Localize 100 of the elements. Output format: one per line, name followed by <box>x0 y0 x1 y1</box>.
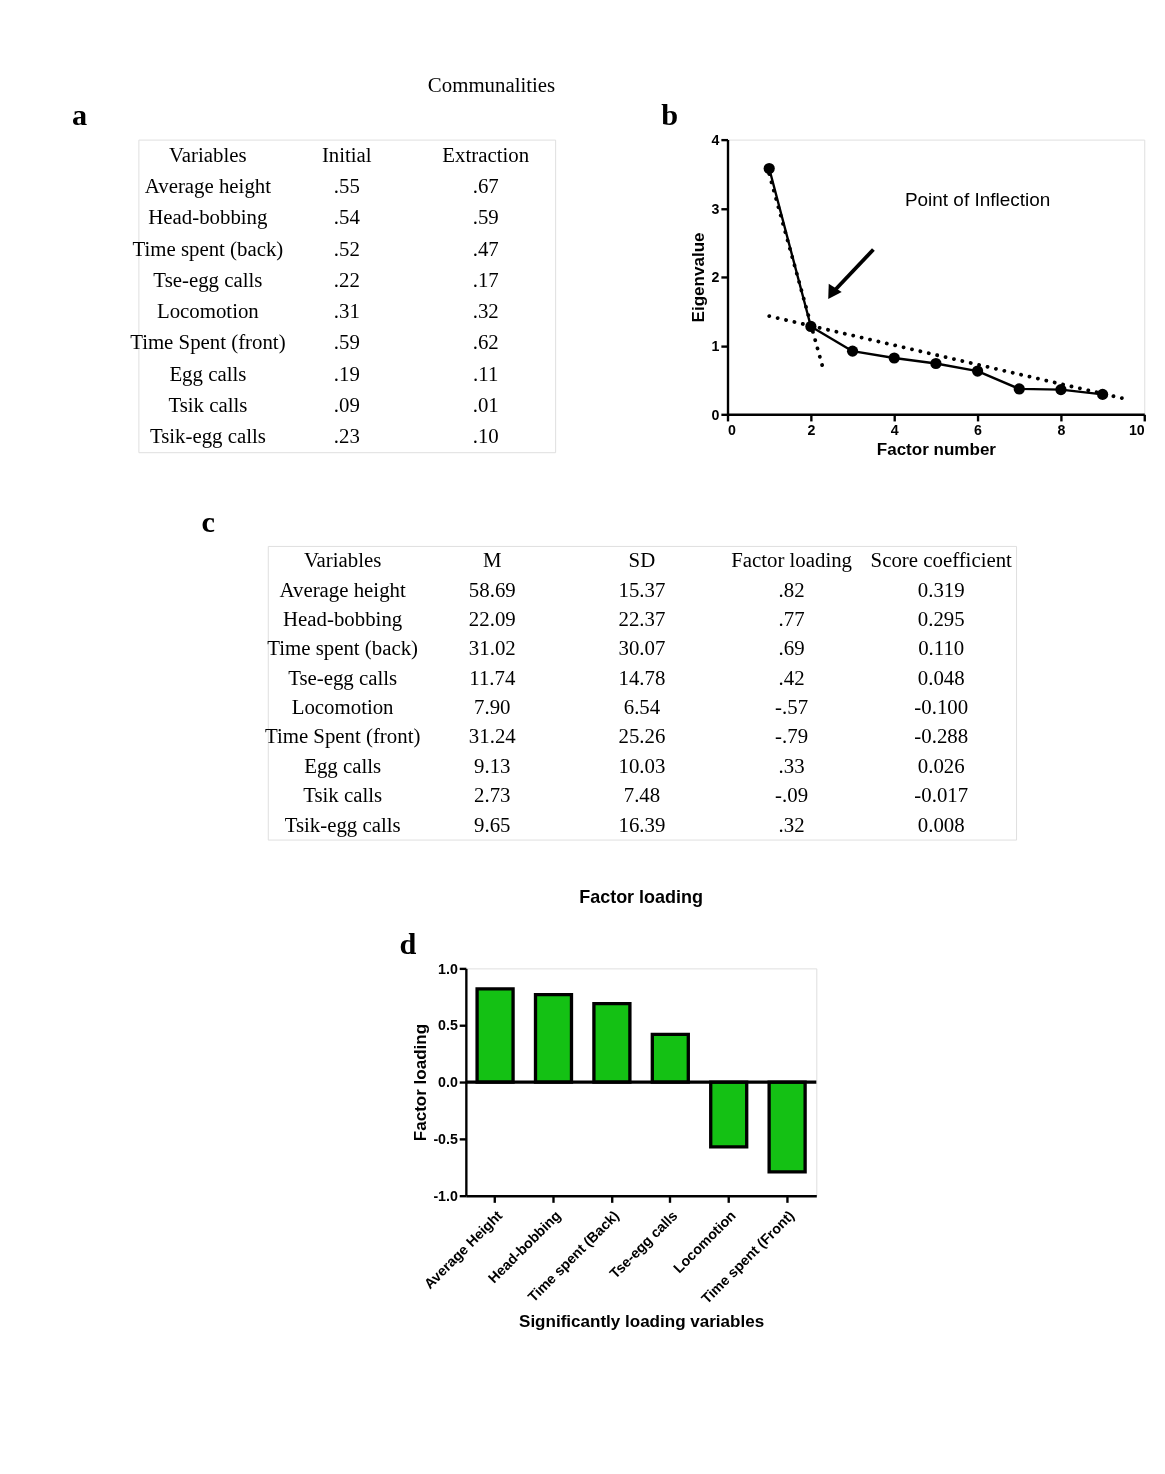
text: .23 <box>333 424 360 449</box>
text: Time spent (back) <box>132 236 284 261</box>
text: .11 <box>473 361 499 386</box>
text: -.57 <box>775 695 809 720</box>
text: .01 <box>472 392 499 417</box>
text: .62 <box>472 330 499 355</box>
text: Head-bobbing <box>148 205 268 230</box>
y-tick-label: 3 <box>711 200 720 217</box>
text: 0.008 <box>917 812 965 837</box>
text: .54 <box>333 205 360 230</box>
x-axis-title: Factor number <box>876 439 997 459</box>
text: .82 <box>778 577 805 602</box>
y-tick-label: 1.0 <box>438 960 458 977</box>
text: 58.69 <box>468 577 516 602</box>
y-tick-label: 0 <box>711 406 720 423</box>
text: 25.26 <box>618 724 666 749</box>
category-label: Score coefficient <box>870 548 1013 573</box>
text: 0.026 <box>917 753 965 778</box>
x-tick-label: 2 <box>807 421 816 438</box>
text: -.79 <box>775 724 809 749</box>
text: .19 <box>333 361 360 386</box>
text: Head-bobbing <box>283 607 403 632</box>
text: .17 <box>472 267 499 292</box>
point <box>888 352 900 364</box>
text: b <box>661 98 679 133</box>
x-tick-label: 10 <box>1128 421 1145 438</box>
category-label: Variables <box>303 548 382 573</box>
text: 15.37 <box>618 577 666 602</box>
text: -0.017 <box>914 783 969 808</box>
text: 7.48 <box>623 783 661 808</box>
text: Tsik-egg calls <box>284 812 401 837</box>
text: 0.295 <box>917 607 965 632</box>
text: .33 <box>778 753 805 778</box>
text: .31 <box>333 299 360 324</box>
text: Communalities <box>427 73 556 98</box>
text: .67 <box>472 174 499 199</box>
text: Tsik calls <box>168 392 248 417</box>
point <box>1055 384 1067 396</box>
text: Tsik calls <box>303 783 383 808</box>
point <box>971 365 984 377</box>
y-axis-title: Eigenvalue <box>689 232 708 323</box>
text: .32 <box>778 812 805 837</box>
y-axis-title: Factor loading <box>410 1023 430 1142</box>
text: Average height <box>144 174 271 199</box>
x-tick-label: 0 <box>728 421 737 438</box>
text: 6.54 <box>623 695 661 720</box>
text: 0.319 <box>917 577 965 602</box>
y-tick-label: 0.5 <box>438 1017 458 1034</box>
point <box>763 162 775 175</box>
text: c <box>201 504 215 539</box>
category-label: Factor loading <box>731 548 853 573</box>
y-tick-label: 2 <box>711 269 720 286</box>
category-label: SD <box>628 548 656 573</box>
text: 30.07 <box>618 636 666 661</box>
text: a <box>72 98 88 133</box>
text: d <box>399 927 417 962</box>
annotation: Point of Inflection <box>904 188 1051 210</box>
text: .10 <box>472 424 499 449</box>
text: Egg calls <box>304 753 382 778</box>
text: .42 <box>778 665 805 690</box>
text: Egg calls <box>169 361 247 386</box>
text: Time spent (back) <box>267 636 419 661</box>
text: Average height <box>279 577 406 602</box>
text: 9.13 <box>474 753 511 778</box>
text: .55 <box>333 174 360 199</box>
text: 0.048 <box>917 665 965 690</box>
chart-title: Factor loading <box>579 887 704 908</box>
y-tick-label: -1.0 <box>433 1187 458 1204</box>
text: 22.37 <box>618 607 666 632</box>
text: 2.73 <box>474 783 511 808</box>
category-label: Variables <box>169 142 247 167</box>
text: -0.288 <box>914 724 969 749</box>
text: .59 <box>333 330 360 355</box>
text: .59 <box>472 205 499 230</box>
text: 22.09 <box>468 607 516 632</box>
text: 9.65 <box>474 812 511 837</box>
text: .52 <box>333 236 360 261</box>
text: 11.74 <box>469 665 516 690</box>
text: .32 <box>472 299 499 324</box>
text: 31.24 <box>468 724 516 749</box>
point <box>930 357 942 370</box>
x-tick-label: 8 <box>1057 421 1066 438</box>
text: 0.110 <box>918 636 965 661</box>
point <box>846 345 859 357</box>
text: .47 <box>472 236 499 261</box>
text: Locomotion <box>156 299 259 324</box>
y-tick-label: 0.0 <box>438 1074 458 1091</box>
text: .69 <box>778 636 805 661</box>
x-axis-title: Significantly loading variables <box>519 1312 765 1332</box>
category-label: Initial <box>321 142 372 167</box>
text: Tse-egg calls <box>288 665 398 690</box>
text: .09 <box>333 392 360 417</box>
text: Time Spent (front) <box>130 330 286 355</box>
y-tick-label: -0.5 <box>433 1131 458 1148</box>
text: .22 <box>333 267 360 292</box>
text: 31.02 <box>468 636 516 661</box>
x-tick-label: 6 <box>974 421 983 438</box>
category-label: M <box>483 548 502 573</box>
text: -0.100 <box>914 695 969 720</box>
text: .77 <box>778 607 805 632</box>
